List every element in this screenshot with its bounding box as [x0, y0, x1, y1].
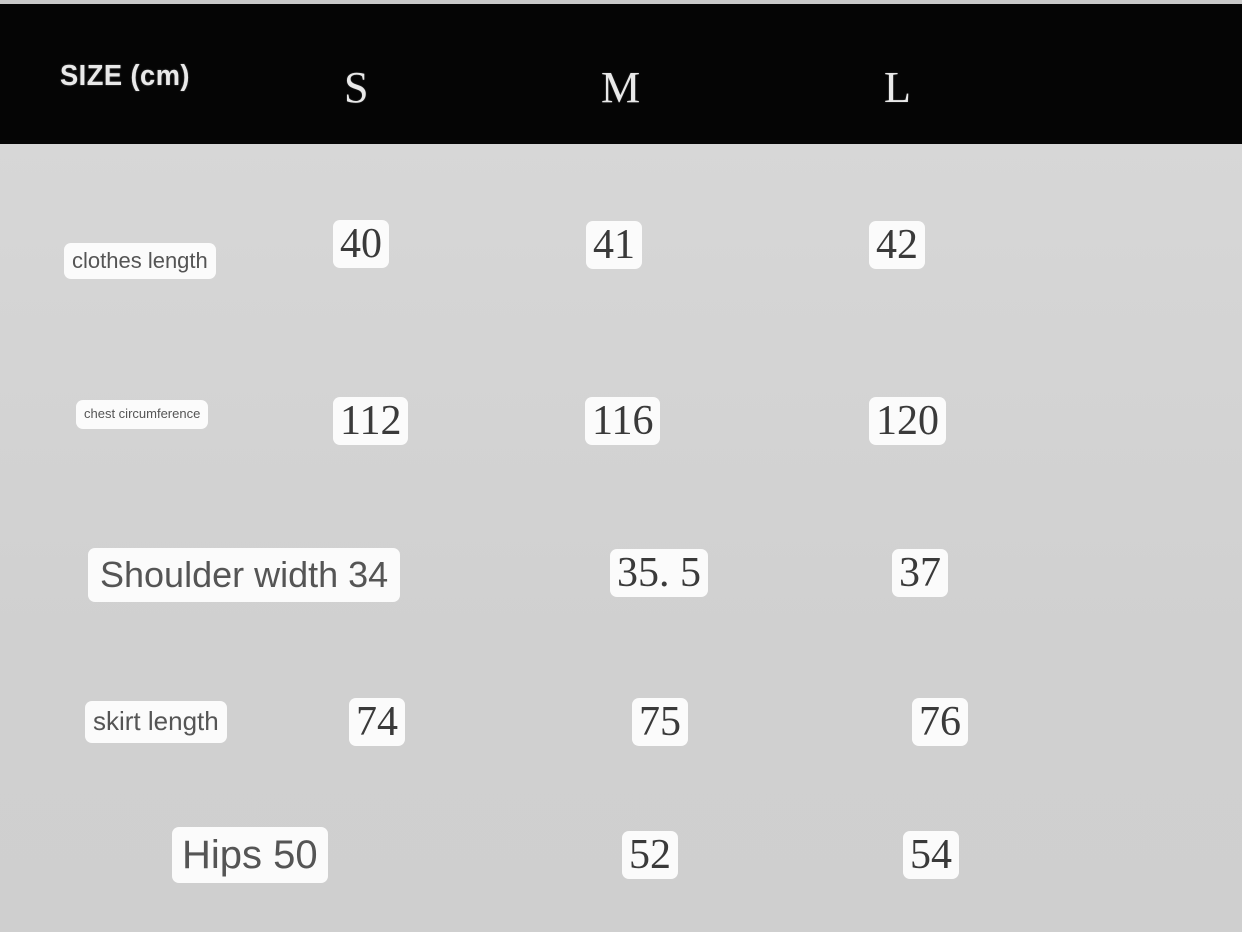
value-skirt-length-l: 76: [912, 698, 968, 746]
row-label-chest-circumference: chest circumference: [76, 400, 209, 429]
header-column-l: L: [884, 63, 911, 112]
row-label-skirt-length: skirt length: [85, 701, 227, 743]
value-clothes-length-s: 40: [333, 220, 389, 268]
header-unit-label: SIZE (cm): [60, 60, 190, 92]
value-skirt-length-s: 74: [349, 698, 405, 746]
value-clothes-length-m: 41: [586, 221, 642, 269]
header-column-m: M: [601, 63, 641, 112]
row-label-clothes-length: clothes length: [64, 243, 216, 279]
top-edge-strip: [0, 0, 1242, 4]
value-shoulder-width-m: 35. 5: [610, 549, 708, 597]
value-chest-circumference-m: 116: [585, 397, 661, 445]
row-label-hips-with-s-value: Hips 50: [172, 827, 328, 883]
value-chest-circumference-s: 112: [333, 397, 409, 445]
value-skirt-length-m: 75: [632, 698, 688, 746]
value-hips-m: 52: [622, 831, 678, 879]
size-chart-header: SIZE (cm) S M L: [0, 4, 1242, 144]
value-hips-l: 54: [903, 831, 959, 879]
value-shoulder-width-l: 37: [892, 549, 948, 597]
value-chest-circumference-l: 120: [869, 397, 946, 445]
value-clothes-length-l: 42: [869, 221, 925, 269]
row-label-shoulder-width-with-s-value: Shoulder width 34: [88, 548, 401, 602]
header-column-s: S: [344, 63, 369, 112]
